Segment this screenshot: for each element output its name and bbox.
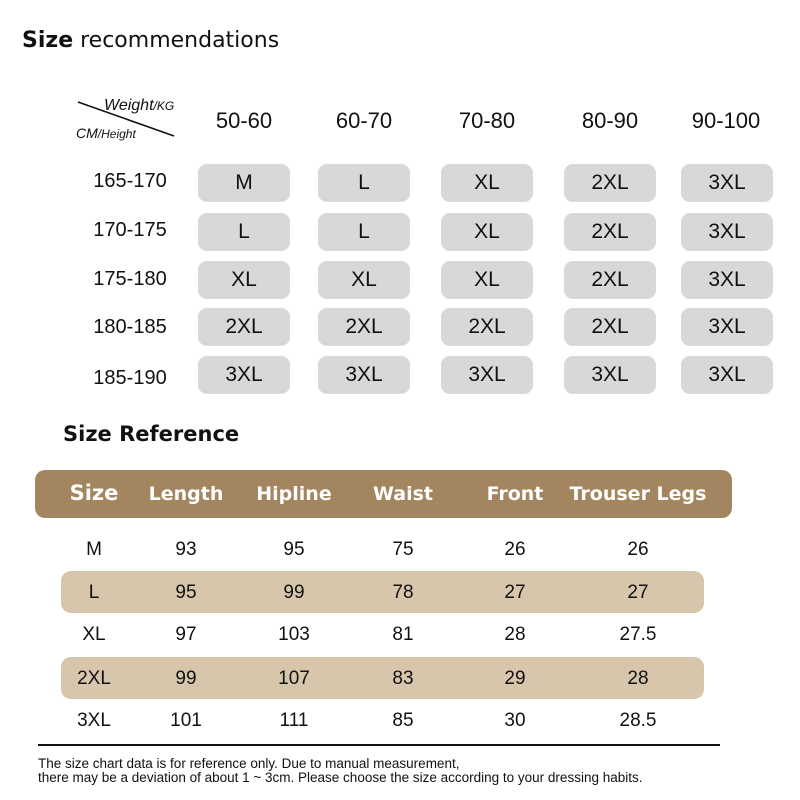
table-cell: 97 — [175, 624, 197, 645]
table-cell: L — [88, 582, 100, 603]
height-header: 180-185 — [93, 316, 167, 338]
size-cell: XL — [198, 261, 290, 299]
weight-header: 50-60 — [215, 108, 273, 133]
table-cell: 83 — [392, 668, 414, 689]
table-cell: 75 — [392, 539, 414, 560]
table-cell: 2XL — [77, 668, 111, 689]
reference-column-header: Length — [148, 483, 224, 505]
height-header: 185-190 — [93, 367, 167, 389]
height-header: 175-180 — [93, 268, 167, 290]
size-cell: 2XL — [564, 213, 656, 251]
size-cell: 3XL — [564, 356, 656, 394]
table-cell: 28.5 — [619, 710, 657, 731]
row-band — [61, 657, 704, 699]
size-cell: L — [318, 164, 410, 202]
size-cell: M — [198, 164, 290, 202]
table-cell: 28 — [627, 668, 649, 689]
size-cell: 2XL — [564, 164, 656, 202]
size-cell: 3XL — [318, 356, 410, 394]
title-bold: Size — [22, 28, 74, 53]
table-cell: 27.5 — [619, 624, 657, 645]
table-cell: 3XL — [77, 710, 111, 731]
disclaimer-line-2: there may be a deviation of about 1 ~ 3c… — [38, 770, 643, 785]
table-cell: 111 — [279, 710, 309, 731]
height-header: 165-170 — [93, 170, 167, 192]
size-cell: 3XL — [681, 213, 773, 251]
weight-header: 70-80 — [458, 108, 516, 133]
size-cell: XL — [441, 164, 533, 202]
size-cell: 3XL — [681, 308, 773, 346]
table-cell: 78 — [392, 582, 414, 603]
divider — [38, 744, 720, 746]
disclaimer-line-1: The size chart data is for reference onl… — [38, 756, 460, 771]
size-cell: XL — [441, 213, 533, 251]
table-cell: 99 — [283, 582, 305, 603]
weight-axis-label: Weight/KG — [104, 97, 175, 114]
size-reference-title: Size Reference — [63, 422, 240, 446]
table-cell: 27 — [504, 582, 526, 603]
table-cell: 26 — [504, 539, 526, 560]
reference-column-header: Waist — [372, 483, 433, 505]
table-cell: 85 — [392, 710, 414, 731]
size-cell: L — [198, 213, 290, 251]
table-cell: 95 — [175, 582, 197, 603]
size-cell: 2XL — [564, 261, 656, 299]
weight-header: 60-70 — [335, 108, 393, 133]
table-cell: 99 — [175, 668, 197, 689]
table-cell: 81 — [392, 624, 414, 645]
size-cell: 3XL — [441, 356, 533, 394]
row-band — [61, 571, 704, 613]
weight-header: 90-100 — [691, 108, 761, 133]
table-cell: 27 — [627, 582, 649, 603]
weight-header: 80-90 — [581, 108, 639, 133]
table-cell: 30 — [504, 710, 526, 731]
reference-column-header: Size — [69, 481, 119, 505]
table-cell: 26 — [627, 539, 649, 560]
reference-column-header: Trouser Legs — [569, 483, 707, 505]
table-cell: 95 — [283, 539, 305, 560]
diagonal-line — [77, 101, 175, 137]
size-cell: 2XL — [318, 308, 410, 346]
table-cell: 107 — [278, 668, 310, 689]
size-cell: XL — [441, 261, 533, 299]
size-cell: 3XL — [681, 164, 773, 202]
title-rest: recommendations — [73, 28, 280, 53]
size-cell: XL — [318, 261, 410, 299]
table-cell: 93 — [175, 539, 197, 560]
size-cell: 2XL — [564, 308, 656, 346]
size-cell: L — [318, 213, 410, 251]
table-cell: M — [86, 539, 102, 560]
size-cell: 3XL — [681, 261, 773, 299]
reference-column-header: Hipline — [256, 483, 332, 505]
page-title: Size recommendations — [22, 28, 279, 53]
table-cell: 28 — [504, 624, 526, 645]
reference-column-header: Front — [486, 483, 544, 505]
height-header: 170-175 — [93, 219, 167, 241]
size-cell: 3XL — [198, 356, 290, 394]
corner-header: Weight/KG CM/Height — [76, 92, 180, 144]
table-cell: 103 — [278, 624, 310, 645]
table-cell: 29 — [504, 668, 526, 689]
size-cell: 2XL — [198, 308, 290, 346]
reference-header-bar — [35, 470, 732, 518]
table-cell: 101 — [170, 710, 202, 731]
height-axis-label: CM/Height — [76, 125, 136, 141]
size-cell: 3XL — [681, 356, 773, 394]
size-cell: 2XL — [441, 308, 533, 346]
table-cell: XL — [82, 624, 106, 645]
